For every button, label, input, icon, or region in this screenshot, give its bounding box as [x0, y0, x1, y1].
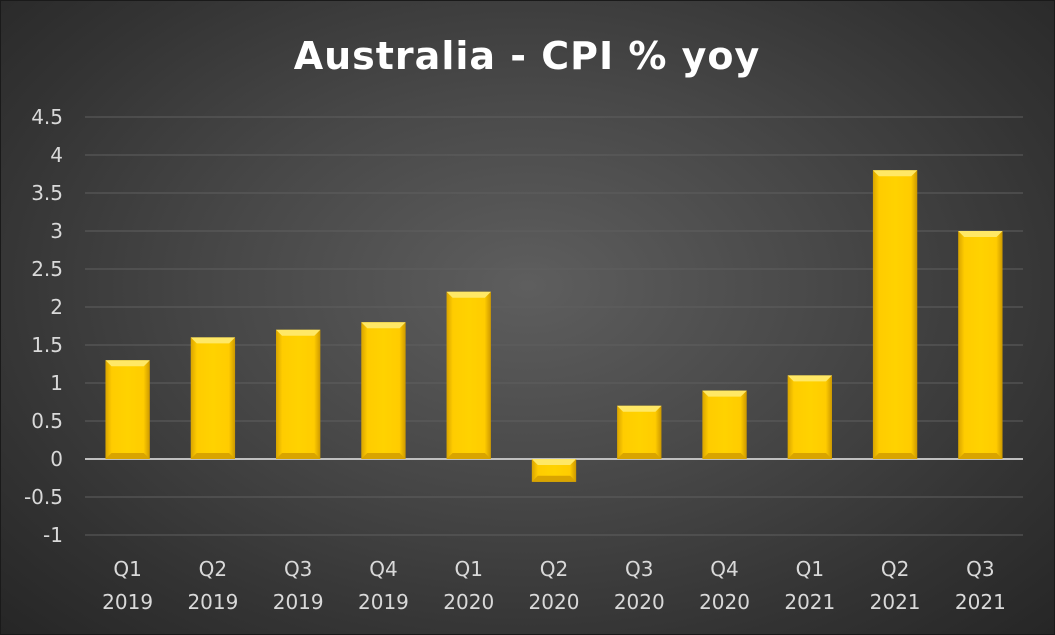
y-tick-label: 1.5	[31, 333, 63, 357]
bar-body	[276, 329, 321, 459]
x-tick-label-quarter: Q1	[113, 557, 141, 581]
bar	[190, 337, 236, 459]
bar-bevel	[361, 453, 406, 459]
bar-bevel	[446, 291, 491, 298]
y-tick-label: 1	[50, 371, 63, 395]
bar-body	[361, 322, 406, 459]
x-tick-label-quarter: Q1	[796, 557, 824, 581]
bar-bevel	[105, 453, 150, 459]
x-tick-label-quarter: Q2	[881, 557, 909, 581]
bar-bevel	[276, 453, 321, 459]
y-tick-label: -0.5	[24, 485, 63, 509]
x-tick-label-year: 2021	[870, 590, 921, 614]
x-tick-label-quarter: Q4	[369, 557, 397, 581]
bar-bevel	[617, 405, 662, 412]
y-tick-label: 0	[50, 447, 63, 471]
bar-bevel	[872, 453, 918, 459]
x-tick-label-year: 2019	[187, 590, 238, 614]
y-tick-label: -1	[43, 523, 63, 547]
x-tick-label-year: 2020	[529, 590, 580, 614]
y-tick-label: 3.5	[31, 181, 63, 205]
bar-body	[190, 337, 236, 459]
gridlines	[85, 116, 1023, 536]
x-tick-label-quarter: Q2	[540, 557, 568, 581]
bar	[872, 170, 918, 459]
bar-bevel	[617, 453, 662, 459]
bar-bevel	[702, 390, 747, 397]
x-tick-label-year: 2020	[614, 590, 665, 614]
x-tick-label-quarter: Q3	[284, 557, 312, 581]
bar-bevel	[958, 453, 1003, 459]
x-tick-label-year: 2019	[273, 590, 324, 614]
bar	[787, 375, 832, 459]
x-tick-label-quarter: Q2	[199, 557, 227, 581]
bar-bevel	[531, 459, 577, 465]
bar-bevel	[958, 231, 1003, 237]
bar-bevel	[105, 360, 150, 367]
y-tick-label: 2	[50, 295, 63, 319]
bar	[617, 405, 662, 459]
bar-bevel	[361, 322, 406, 329]
bar-body	[787, 375, 832, 459]
y-tick-label: 2.5	[31, 257, 63, 281]
x-tick-label-quarter: Q3	[966, 557, 994, 581]
bar-body	[617, 405, 662, 459]
bar-body	[105, 360, 150, 459]
bar-bevel	[872, 170, 918, 177]
x-tick-label-quarter: Q4	[710, 557, 738, 581]
bar-bevel	[787, 453, 832, 459]
bar	[361, 322, 406, 459]
bar-bevel	[190, 453, 236, 459]
x-tick-label-year: 2021	[784, 590, 835, 614]
bar	[446, 291, 491, 459]
bar-body	[446, 291, 491, 459]
bar-bevel	[531, 475, 577, 482]
bar	[105, 360, 150, 459]
bar-body	[872, 170, 918, 459]
bar	[276, 329, 321, 459]
y-tick-label: 0.5	[31, 409, 63, 433]
bar-body	[702, 390, 747, 459]
bar-body	[958, 231, 1003, 459]
y-axis: 4.5 4 3.5 3 2.5 2 1.5 1 0.5 0 -0.5 -1	[24, 105, 63, 547]
bar-bevel	[446, 453, 491, 459]
y-tick-label: 4.5	[31, 105, 63, 129]
x-tick-label-year: 2019	[358, 590, 409, 614]
bar-bevel	[190, 337, 236, 344]
chart-title: Australia - CPI % yoy	[294, 34, 761, 78]
bar-bevel	[787, 375, 832, 382]
y-tick-label: 4	[50, 143, 63, 167]
x-tick-label-quarter: Q3	[625, 557, 653, 581]
x-tick-label-year: 2020	[699, 590, 750, 614]
bar-bevel	[702, 453, 747, 459]
bar	[531, 459, 577, 482]
x-tick-label-year: 2020	[443, 590, 494, 614]
x-tick-label-year: 2021	[955, 590, 1006, 614]
bars	[105, 170, 1003, 482]
x-tick-label-quarter: Q1	[454, 557, 482, 581]
x-axis: Q1 2019 Q2 2019 Q3 2019 Q4 2019 Q1 2020 Q2 2020 Q3 20…	[102, 557, 1006, 614]
bar	[702, 390, 747, 459]
y-tick-label: 3	[50, 219, 63, 243]
x-tick-label-year: 2019	[102, 590, 153, 614]
bar	[958, 231, 1003, 459]
bar-bevel	[276, 329, 321, 336]
